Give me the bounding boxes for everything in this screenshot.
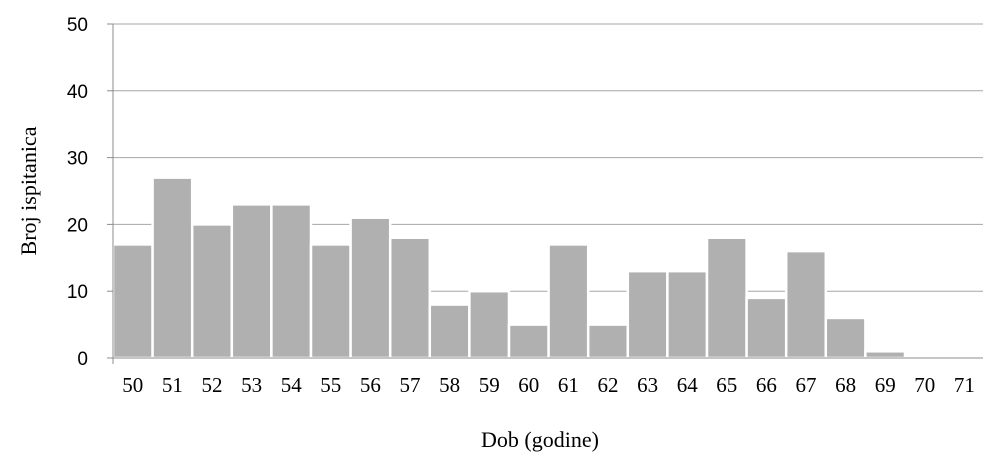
x-tick-label: 56 xyxy=(360,373,381,397)
x-tick-label: 62 xyxy=(598,373,619,397)
bar-50 xyxy=(111,243,154,360)
y-tick-label: 10 xyxy=(67,282,88,303)
x-tick-label: 61 xyxy=(558,373,579,397)
bars xyxy=(111,176,907,360)
x-tick-label: 67 xyxy=(796,373,817,397)
bar-61 xyxy=(547,243,590,360)
x-tick-label: 69 xyxy=(875,373,896,397)
x-tick-label: 68 xyxy=(835,373,856,397)
y-tick-label: 20 xyxy=(67,215,88,236)
bar-55 xyxy=(309,243,352,360)
x-tick-label: 55 xyxy=(320,373,341,397)
y-tick-label: 0 xyxy=(77,349,88,370)
bar-54 xyxy=(270,203,313,360)
x-tick-label: 59 xyxy=(479,373,500,397)
x-tick-labels: 50 51 52 53 54 55 56 57 58 59 60 61 62 63 64 65 66 67 68 69… xyxy=(122,373,975,397)
x-tick-label: 52 xyxy=(202,373,223,397)
bar-53 xyxy=(230,203,273,360)
x-tick-label: 66 xyxy=(756,373,777,397)
x-tick-label: 51 xyxy=(162,373,183,397)
x-tick-label: 71 xyxy=(954,373,975,397)
y-tick-label: 40 xyxy=(67,82,88,103)
bar-67 xyxy=(784,249,828,360)
x-tick-label: 65 xyxy=(716,373,737,397)
bar-60 xyxy=(507,323,550,360)
bar-63 xyxy=(626,269,669,360)
x-axis-title: Dob (godine) xyxy=(481,427,599,452)
x-tick-label: 58 xyxy=(439,373,460,397)
y-axis-title: Broj ispitanica xyxy=(16,126,41,255)
bar-64 xyxy=(666,269,709,360)
bar-68 xyxy=(824,316,867,360)
x-tick-label: 64 xyxy=(677,373,699,397)
y-tick-labels: 0 10 20 30 40 50 xyxy=(67,15,88,370)
x-tick-label: 70 xyxy=(914,373,935,397)
bar-57 xyxy=(388,236,432,360)
bar-65 xyxy=(705,236,748,360)
bar-56 xyxy=(349,216,392,360)
bar-69 xyxy=(864,350,907,360)
y-tick-label: 50 xyxy=(67,15,88,36)
bar-62 xyxy=(586,323,630,360)
axes xyxy=(107,23,983,364)
x-tick-label: 54 xyxy=(281,373,303,397)
bar-52 xyxy=(190,223,234,360)
bar-66 xyxy=(745,296,788,360)
x-tick-label: 57 xyxy=(400,373,421,397)
y-tick-label: 30 xyxy=(67,149,88,170)
x-tick-label: 60 xyxy=(518,373,539,397)
x-tick-label: 63 xyxy=(637,373,658,397)
x-tick-label: 50 xyxy=(122,373,143,397)
bar-51 xyxy=(151,176,194,360)
bar-58 xyxy=(428,303,471,360)
x-tick-label: 53 xyxy=(241,373,262,397)
bar-59 xyxy=(468,289,511,360)
